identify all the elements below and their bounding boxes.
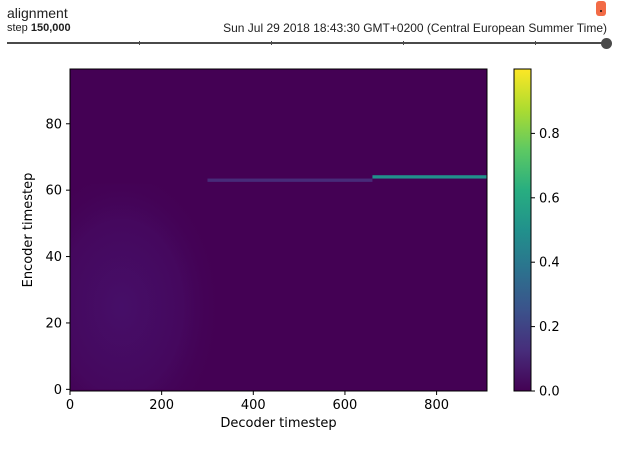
slider-tick: [403, 41, 404, 45]
y-tick-label: 0: [54, 383, 62, 398]
step-slider-track[interactable]: [7, 41, 607, 45]
heatmap-streak: [372, 175, 487, 179]
colorbar-tick-label: 0.4: [539, 256, 560, 271]
x-tick-label: 400: [241, 398, 266, 413]
colorbar-tick-label: 0.2: [539, 320, 560, 335]
step-slider-thumb[interactable]: [601, 38, 612, 49]
colorbar-tick-label: 0.8: [539, 127, 560, 142]
step-value: 150,000: [30, 22, 71, 34]
colorbar-gradient: [513, 68, 532, 392]
y-tick-label: 60: [45, 184, 62, 199]
slider-tick: [271, 41, 272, 45]
card-header: alignment step 150,000 Sun Jul 29 2018 1…: [0, 0, 628, 54]
heatmap-streak: [207, 178, 373, 182]
y-axis-label: Encoder timestep: [21, 173, 36, 288]
y-tick-label: 40: [45, 250, 62, 265]
step-indicator: step 150,000: [7, 22, 71, 34]
run-timestamp: Sun Jul 29 2018 18:43:30 GMT+0200 (Centr…: [223, 21, 607, 35]
plot-frame: [69, 68, 488, 392]
heatmap-diffuse-region: [70, 183, 217, 390]
run-color-badge[interactable]: [596, 1, 606, 16]
x-axis: 0 200 400 600 800: [66, 391, 449, 413]
card-title: alignment: [7, 5, 68, 21]
y-axis: 0 20 40 60 80: [45, 117, 70, 398]
y-tick-label: 20: [45, 316, 62, 331]
x-tick-label: 200: [149, 398, 174, 413]
x-tick-label: 600: [333, 398, 358, 413]
alignment-heatmap-figure: 0 200 400 600 800 0 20 40 60 80 Decoder timestep…: [21, 68, 560, 431]
step-label: step: [7, 22, 28, 34]
x-tick-label: 0: [66, 398, 74, 413]
colorbar-tick-label: 0.0: [539, 385, 560, 400]
slider-tick: [139, 41, 140, 45]
colorbar: 0.0 0.2 0.4 0.6 0.8: [513, 68, 560, 400]
heatmap-plot-area: [69, 68, 488, 392]
x-axis-label: Decoder timestep: [220, 416, 336, 431]
slider-tick: [535, 41, 536, 45]
colorbar-tick-label: 0.6: [539, 191, 560, 206]
y-tick-label: 80: [45, 117, 62, 132]
x-tick-label: 800: [424, 398, 449, 413]
